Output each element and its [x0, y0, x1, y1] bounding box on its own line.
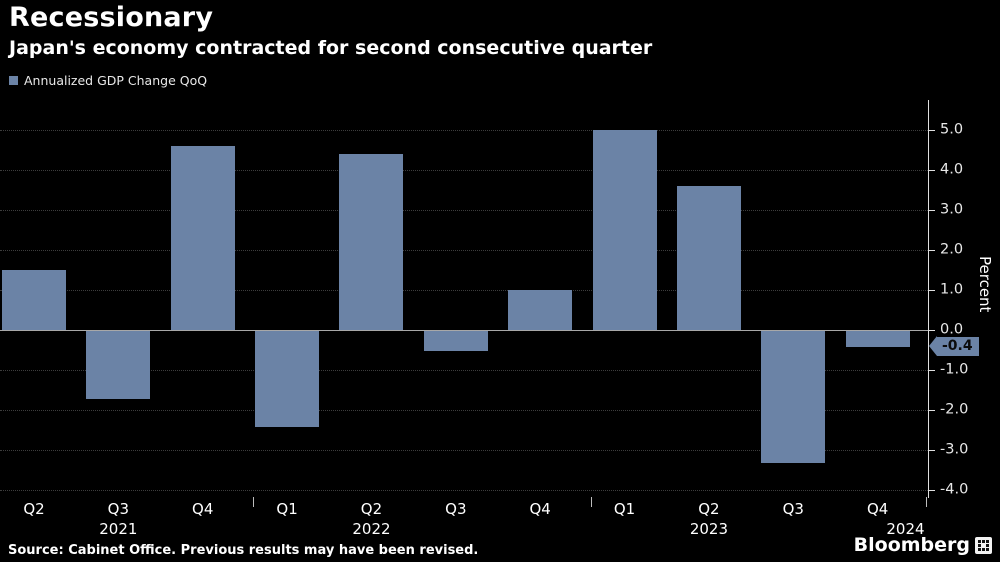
y-axis-tick — [929, 450, 935, 451]
bar — [170, 146, 235, 330]
bloomberg-logo-text: Bloomberg — [853, 534, 970, 556]
y-axis-tick — [929, 330, 935, 331]
bloomberg-logo-icon — [975, 536, 992, 554]
legend-label: Annualized GDP Change QoQ — [24, 73, 208, 88]
legend-swatch-icon — [9, 76, 18, 85]
y-tick-label: 4.0 — [940, 161, 964, 178]
plot-area — [0, 100, 928, 497]
y-tick-label: 5.0 — [940, 121, 964, 138]
x-tick-label: Q4 — [529, 500, 551, 518]
x-axis-labels: Q2 Q3 Q4 Q1 Q2 Q3 Q4 Q1 Q2 Q3 Q4 — [0, 497, 1000, 518]
badge-pointer-icon — [929, 336, 937, 356]
gridline — [0, 490, 928, 491]
bar — [339, 154, 404, 330]
year-label: 2023 — [689, 520, 728, 538]
bloomberg-logo: Bloomberg — [854, 534, 992, 556]
badge-value: -0.4 — [937, 336, 979, 356]
year-boundary-tick — [253, 497, 255, 507]
x-tick-label: Q2 — [360, 500, 383, 518]
y-axis-tick — [929, 170, 935, 171]
bar — [676, 186, 741, 330]
bar — [423, 331, 488, 351]
y-axis-title: Percent — [976, 256, 994, 313]
year-boundary-tick — [926, 497, 927, 507]
y-axis-tick — [929, 290, 935, 291]
y-axis-tick — [929, 130, 935, 131]
gridline — [0, 170, 928, 171]
y-tick-label: -4.0 — [940, 481, 969, 498]
bar — [761, 331, 826, 463]
y-tick-label: 2.0 — [940, 241, 964, 258]
chart-title: Recessionary — [9, 2, 214, 33]
y-axis-tick — [929, 490, 935, 491]
y-tick-label: -3.0 — [940, 441, 969, 458]
year-label: 2024 — [886, 520, 925, 538]
gridline — [0, 130, 928, 131]
bar — [2, 270, 66, 330]
y-axis-line — [928, 100, 929, 498]
y-axis-tick — [929, 250, 935, 251]
bar — [86, 331, 151, 399]
year-label: 2021 — [99, 520, 138, 538]
y-tick-label: 1.0 — [940, 281, 964, 298]
x-tick-label: Q1 — [276, 500, 298, 518]
x-tick-label: Q2 — [23, 500, 45, 518]
gridline — [0, 370, 928, 371]
x-tick-label: Q2 — [698, 500, 720, 518]
source-note: Source: Cabinet Office. Previous results… — [8, 543, 479, 558]
x-tick-label: Q1 — [613, 500, 636, 518]
y-axis-tick — [929, 410, 935, 411]
x-axis-year-labels: 2021 2022 2023 2024 — [0, 520, 1000, 540]
gridline — [0, 450, 928, 451]
x-tick-label: Q3 — [445, 500, 467, 518]
y-tick-label: 0.0 — [940, 321, 964, 338]
y-axis-tick — [929, 210, 935, 211]
x-tick-label: Q4 — [192, 500, 214, 518]
bar — [845, 331, 910, 347]
y-tick-label: -1.0 — [940, 361, 969, 378]
gridline — [0, 250, 928, 251]
year-label: 2022 — [352, 520, 391, 538]
gridline — [0, 210, 928, 211]
y-axis-tick — [929, 370, 935, 371]
bar — [592, 130, 657, 330]
bar — [255, 331, 320, 427]
legend: Annualized GDP Change QoQ — [9, 73, 207, 88]
y-tick-label: 3.0 — [940, 201, 964, 218]
bar — [508, 290, 573, 330]
year-boundary-tick — [590, 497, 592, 507]
zero-gridline — [0, 330, 928, 331]
x-tick-label: Q3 — [107, 500, 130, 518]
x-tick-label: Q4 — [866, 500, 889, 518]
gridline — [0, 410, 928, 411]
y-tick-label: -2.0 — [940, 401, 969, 418]
chart-subtitle: Japan's economy contracted for second co… — [9, 37, 653, 59]
gridline — [0, 290, 928, 291]
last-value-badge: -0.4 — [929, 336, 979, 356]
x-tick-label: Q3 — [782, 500, 804, 518]
